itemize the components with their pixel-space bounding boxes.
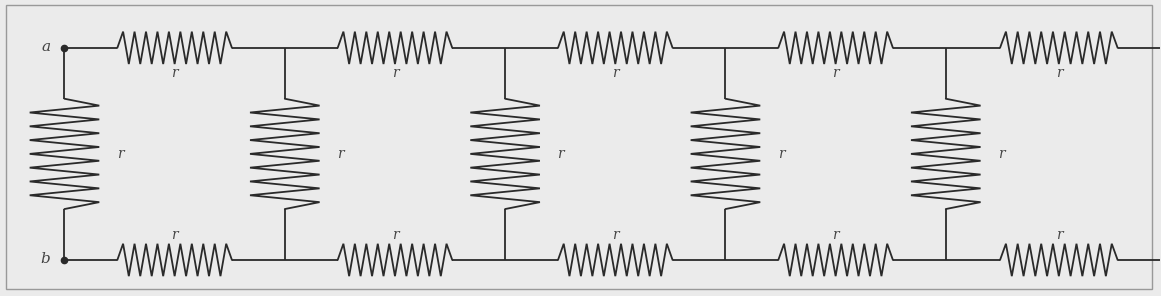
Text: r: r <box>391 66 398 80</box>
Text: r: r <box>172 228 178 242</box>
Text: r: r <box>778 147 785 161</box>
Text: r: r <box>832 228 839 242</box>
Text: r: r <box>612 66 619 80</box>
Text: r: r <box>1055 228 1062 242</box>
Text: r: r <box>117 147 123 161</box>
Text: r: r <box>998 147 1004 161</box>
Text: a: a <box>42 40 51 54</box>
Text: r: r <box>337 147 344 161</box>
Text: r: r <box>612 228 619 242</box>
Text: r: r <box>1055 66 1062 80</box>
Text: r: r <box>172 66 178 80</box>
Text: r: r <box>557 147 564 161</box>
Text: r: r <box>832 66 839 80</box>
Text: b: b <box>41 252 51 266</box>
Text: r: r <box>391 228 398 242</box>
